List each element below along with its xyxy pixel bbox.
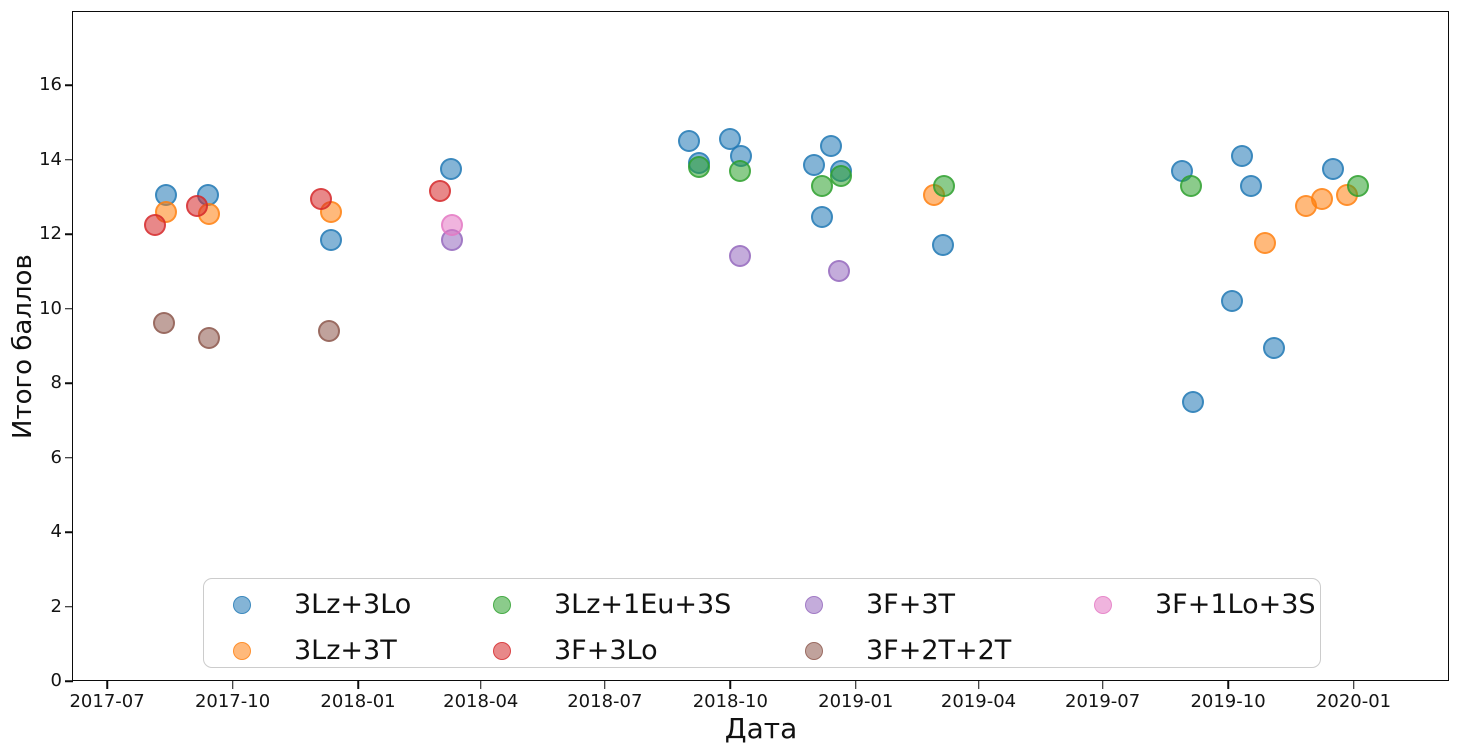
y-tick-label: 0 [50,670,62,691]
y-tick-label: 16 [39,74,62,95]
x-tick-label: 2019-01 [818,691,894,712]
data-point [439,157,462,180]
x-axis-tick [231,681,234,689]
data-point [829,165,852,188]
legend-marker [233,642,251,660]
data-point [728,245,751,268]
x-tick-label: 2019-04 [940,691,1017,712]
legend-label: 3F+1Lo+3S [1155,589,1316,620]
y-tick-label: 4 [50,521,62,542]
legend-marker [805,642,823,660]
y-axis-tick [65,307,73,310]
x-axis-tick [357,681,359,689]
y-tick-label: 6 [50,446,62,468]
x-tick-label: 2018-04 [443,691,519,712]
data-point [1322,157,1345,180]
data-point [1346,174,1369,197]
x-axis-tick [604,681,606,689]
data-point [310,187,333,210]
x-tick-label: 2018-01 [320,691,396,712]
data-point [810,174,833,197]
y-tick-label: 8 [50,372,62,393]
x-axis-tick [480,681,482,689]
y-axis-tick [65,382,73,384]
legend-label: 3F+3T [866,589,956,620]
data-point [1253,232,1276,255]
x-tick-label: 2017-07 [69,691,145,712]
data-point [820,135,843,158]
x-axis-tick [1101,681,1104,689]
data-point [1230,144,1253,167]
data-point [198,327,221,350]
data-point [428,180,451,203]
x-axis-title: Дата [724,712,798,745]
legend-label: 3F+3Lo [554,635,658,666]
legend-marker [493,642,511,660]
data-point [441,213,464,236]
x-axis-tick [1352,681,1355,689]
x-axis-tick [1227,681,1229,689]
x-tick-label: 2018-07 [567,691,643,712]
data-point [802,154,825,177]
data-point [1181,390,1204,413]
legend-label: 3Lz+3Lo [294,589,412,620]
data-point [719,128,742,151]
legend-marker [233,596,251,614]
data-point [318,319,341,342]
data-point [1221,290,1244,313]
data-point [1240,174,1263,197]
y-axis-tick [65,84,73,86]
legend-label: 3Lz+1Eu+3S [554,589,732,620]
data-point [1263,336,1286,359]
y-axis-tick [65,605,73,608]
y-tick-label: 10 [39,297,62,319]
x-tick-label: 2018-10 [692,691,768,712]
x-axis-tick [977,681,980,689]
x-tick-label: 2020-01 [1315,691,1392,712]
legend-marker [493,596,511,614]
data-point [319,228,342,251]
data-point [1180,174,1203,197]
data-point [1311,187,1334,210]
y-axis-tick [65,158,73,161]
data-point [932,234,955,257]
legend-label: 3Lz+3T [294,635,397,666]
y-axis-tick [65,456,73,459]
data-point [678,129,701,152]
y-axis-title: Итого баллов [8,254,38,439]
y-axis-tick [65,531,73,533]
x-axis-tick [106,681,108,689]
y-tick-label: 14 [39,148,62,170]
legend-marker [805,596,823,614]
plot-area [72,11,1449,681]
x-axis-tick [729,681,732,689]
data-point [828,260,851,283]
x-tick-label: 2017-10 [194,691,271,712]
x-axis-tick [855,681,857,689]
x-tick-label: 2019-07 [1065,691,1141,712]
data-point [153,312,176,335]
data-point [728,159,751,182]
data-point [687,155,710,178]
data-point [143,213,166,236]
x-tick-label: 2019-10 [1190,691,1266,712]
y-axis-tick [65,233,73,235]
legend-marker [1094,596,1112,614]
y-tick-label: 12 [39,223,62,244]
data-point [186,195,209,218]
y-axis-tick [65,680,73,682]
legend: 3Lz+3Lo 3Lz+3T 3Lz+1Eu+3S 3F+3Lo 3F+3T 3F+2T+… [203,578,1321,668]
data-point [810,206,833,229]
y-tick-label: 2 [50,595,62,617]
legend-label: 3F+2T+2T [866,635,1012,666]
data-point [933,174,956,197]
